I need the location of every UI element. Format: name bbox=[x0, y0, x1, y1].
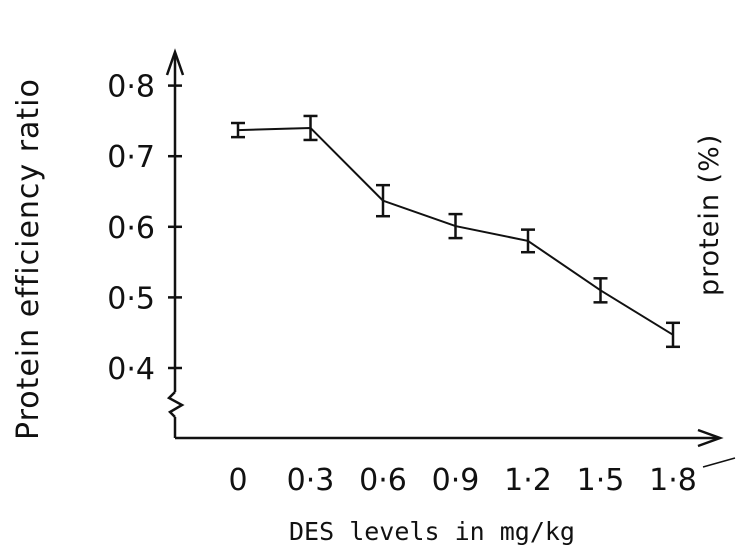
x-tick-label: 0·6 bbox=[359, 463, 407, 498]
x-tick-label: 0 bbox=[228, 463, 247, 498]
y-tick-label: 0·4 bbox=[107, 352, 155, 387]
right-partial-axis-label: protein (%) bbox=[694, 134, 725, 296]
y-tick-label: 0·5 bbox=[107, 281, 155, 316]
x-axis-label: DES levels in mg/kg bbox=[289, 517, 575, 546]
y-axis-label: Protein efficiency ratio bbox=[11, 78, 46, 440]
y-tick-label: 0·7 bbox=[107, 140, 155, 175]
y-axis-arrow bbox=[165, 48, 185, 76]
y-ticks: 0·4 0·5 0·6 0·7 0·8 bbox=[107, 70, 182, 387]
series bbox=[231, 114, 680, 349]
x-tick-label: 0·3 bbox=[287, 463, 335, 498]
y-axis-break bbox=[166, 391, 185, 418]
x-tick-label: 1·5 bbox=[577, 463, 625, 498]
y-tick-label: 0·6 bbox=[107, 211, 155, 246]
y-tick-label: 0·8 bbox=[107, 70, 155, 105]
x-tick-label: 1·2 bbox=[504, 463, 552, 498]
x-tick-label: 1·8 bbox=[649, 463, 697, 498]
edge-mark bbox=[702, 457, 736, 468]
x-tick-label: 0·9 bbox=[432, 463, 480, 498]
x-axis-arrow bbox=[697, 428, 724, 448]
x-ticks: 0 0·3 0·6 0·9 1·2 1·5 1·8 bbox=[228, 463, 696, 498]
axes bbox=[165, 48, 724, 448]
